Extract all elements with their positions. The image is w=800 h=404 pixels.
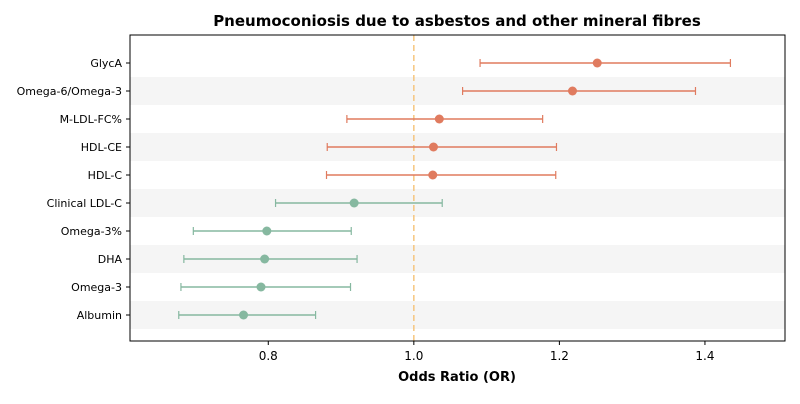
point-estimate (256, 282, 266, 292)
point-estimate (567, 86, 577, 96)
estimate-row (178, 310, 317, 320)
row-bands (130, 77, 785, 329)
x-axis: 0.8 1.0 1.2 1.4 (259, 341, 714, 363)
y-tick-label: HDL-CE (81, 141, 122, 154)
estimate-row (461, 86, 697, 96)
chart-title: Pneumoconiosis due to asbestos and other… (213, 12, 701, 30)
y-tick-label: Omega-3 (71, 281, 122, 294)
estimate-row (183, 254, 358, 264)
x-tick-label: 1.0 (404, 349, 423, 363)
point-estimate (349, 198, 359, 208)
y-tick-label: Omega-3% (61, 225, 122, 238)
point-estimate (262, 226, 272, 236)
point-estimate (428, 170, 438, 180)
row-band (130, 189, 785, 217)
point-estimate (428, 142, 438, 152)
y-tick-label: Albumin (77, 309, 122, 322)
x-tick-label: 0.8 (259, 349, 278, 363)
point-estimate (239, 310, 249, 320)
point-estimate (434, 114, 444, 124)
x-tick-label: 1.4 (695, 349, 714, 363)
point-estimate (592, 58, 602, 68)
estimate-row (346, 114, 544, 124)
estimate-row (326, 142, 558, 152)
y-tick-label: M-LDL-FC% (60, 113, 122, 126)
x-tick-label: 1.2 (550, 349, 569, 363)
chart-marks (178, 58, 732, 320)
y-tick-label: DHA (98, 253, 123, 266)
point-estimate (260, 254, 270, 264)
estimate-row (192, 226, 352, 236)
estimate-row (325, 170, 557, 180)
y-tick-label: Clinical LDL-C (47, 197, 123, 210)
y-axis: GlycA Omega-6/Omega-3 M-LDL-FC% HDL-CE HDL-C… (17, 57, 130, 322)
y-tick-label: GlycA (90, 57, 122, 70)
plot-frame (129, 34, 786, 342)
y-tick-label: HDL-C (88, 169, 123, 182)
x-axis-label: Odds Ratio (OR) (398, 370, 516, 385)
y-tick-label: Omega-6/Omega-3 (17, 85, 122, 98)
estimate-row (274, 198, 443, 208)
estimate-row (479, 58, 732, 68)
estimate-row (180, 282, 352, 292)
